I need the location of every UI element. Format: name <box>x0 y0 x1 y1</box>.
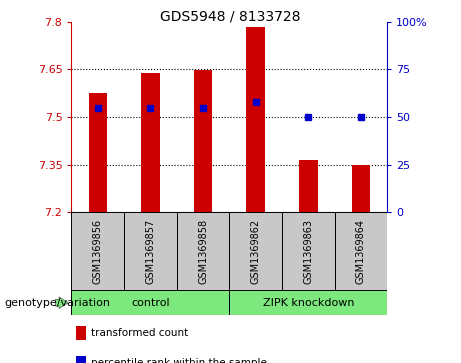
Text: ZIPK knockdown: ZIPK knockdown <box>263 298 354 308</box>
Bar <box>177 212 229 290</box>
Bar <box>141 73 160 212</box>
Bar <box>282 212 335 290</box>
Bar <box>247 26 265 212</box>
Text: GSM1369858: GSM1369858 <box>198 219 208 284</box>
Text: GDS5948 / 8133728: GDS5948 / 8133728 <box>160 9 301 23</box>
Bar <box>299 160 318 212</box>
Bar <box>194 70 212 212</box>
Bar <box>89 93 107 212</box>
Bar <box>124 212 177 290</box>
Text: transformed count: transformed count <box>91 328 188 338</box>
Bar <box>352 165 370 212</box>
Text: GSM1369856: GSM1369856 <box>93 219 103 284</box>
Bar <box>71 212 124 290</box>
Text: GSM1369863: GSM1369863 <box>303 219 313 284</box>
Bar <box>71 290 229 315</box>
Text: GSM1369862: GSM1369862 <box>251 219 260 284</box>
Bar <box>229 212 282 290</box>
Bar <box>229 290 387 315</box>
Text: genotype/variation: genotype/variation <box>5 298 111 308</box>
Text: GSM1369864: GSM1369864 <box>356 219 366 284</box>
Text: control: control <box>131 298 170 308</box>
Text: percentile rank within the sample: percentile rank within the sample <box>91 358 267 363</box>
Bar <box>335 212 387 290</box>
Text: GSM1369857: GSM1369857 <box>145 219 155 284</box>
